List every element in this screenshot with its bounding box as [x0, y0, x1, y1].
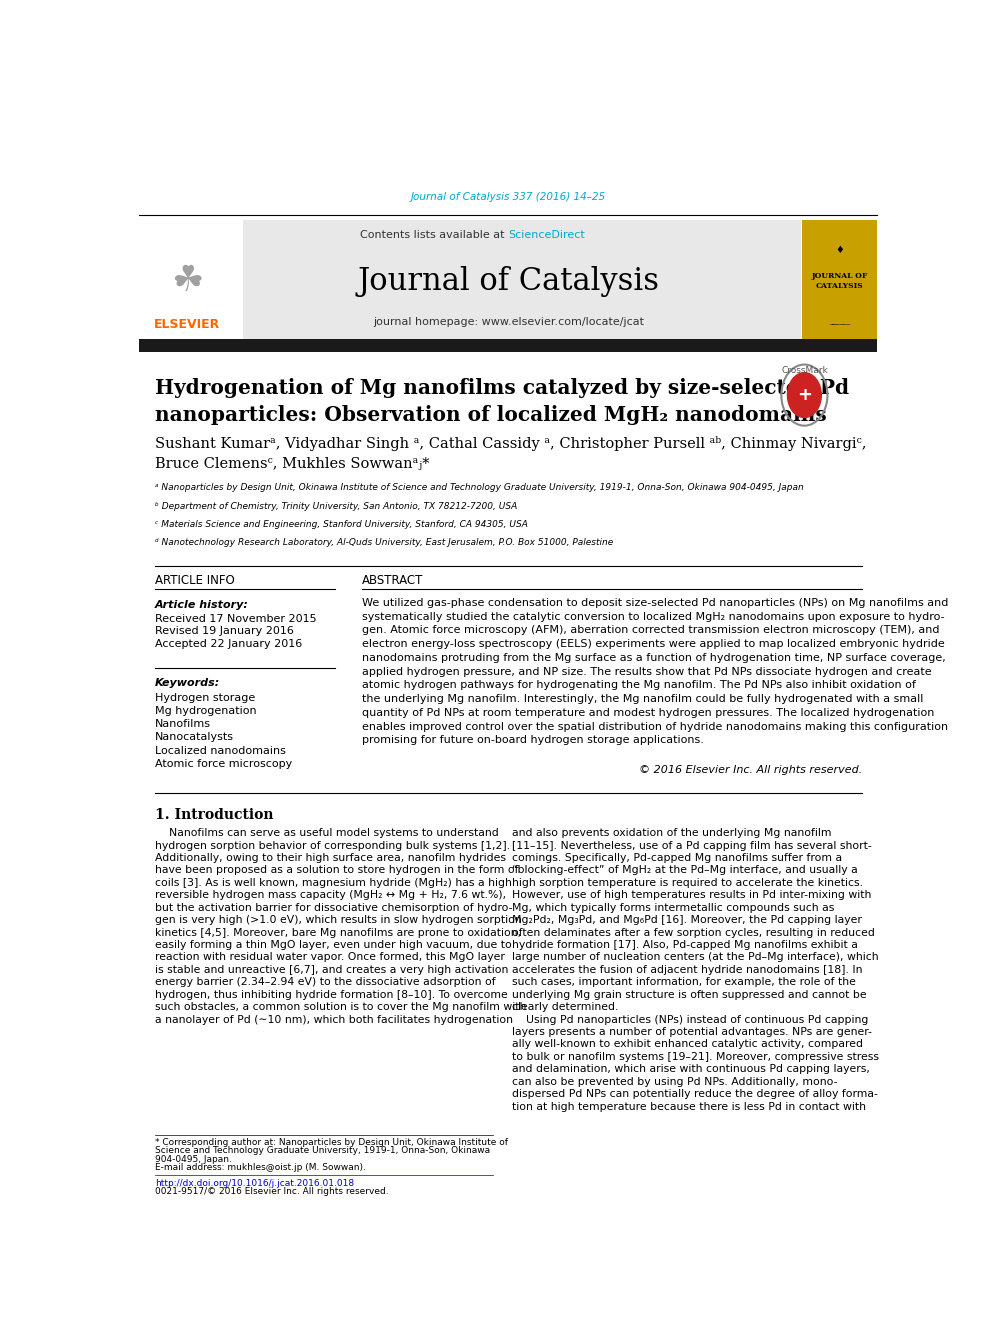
- Text: Using Pd nanoparticles (NPs) instead of continuous Pd capping: Using Pd nanoparticles (NPs) instead of …: [512, 1015, 869, 1024]
- Text: easily forming a thin MgO layer, even under high vacuum, due to: easily forming a thin MgO layer, even un…: [155, 941, 512, 950]
- Text: quantity of Pd NPs at room temperature and modest hydrogen pressures. The locali: quantity of Pd NPs at room temperature a…: [362, 708, 934, 718]
- Text: reaction with residual water vapor. Once formed, this MgO layer: reaction with residual water vapor. Once…: [155, 953, 505, 962]
- Text: such obstacles, a common solution is to cover the Mg nanofilm with: such obstacles, a common solution is to …: [155, 1002, 526, 1012]
- Text: clearly determined.: clearly determined.: [512, 1002, 619, 1012]
- Text: Nanocatalysts: Nanocatalysts: [155, 733, 234, 742]
- Text: journal homepage: www.elsevier.com/locate/jcat: journal homepage: www.elsevier.com/locat…: [373, 316, 644, 327]
- Text: kinetics [4,5]. Moreover, bare Mg nanofilms are prone to oxidation,: kinetics [4,5]. Moreover, bare Mg nanofi…: [155, 927, 521, 938]
- Text: is stable and unreactive [6,7], and creates a very high activation: is stable and unreactive [6,7], and crea…: [155, 964, 508, 975]
- Text: ______: ______: [829, 319, 850, 324]
- Text: ARTICLE INFO: ARTICLE INFO: [155, 574, 234, 587]
- Text: 1. Introduction: 1. Introduction: [155, 808, 273, 822]
- Text: Bruce Clemensᶜ, Mukhles Sowwanᵃⱼ*: Bruce Clemensᶜ, Mukhles Sowwanᵃⱼ*: [155, 458, 430, 471]
- Text: energy barrier (2.34–2.94 eV) to the dissociative adsorption of: energy barrier (2.34–2.94 eV) to the dis…: [155, 978, 495, 987]
- Text: Journal of Catalysis 337 (2016) 14–25: Journal of Catalysis 337 (2016) 14–25: [411, 192, 606, 202]
- Text: atomic hydrogen pathways for hydrogenating the Mg nanofilm. The Pd NPs also inhi: atomic hydrogen pathways for hydrogenati…: [362, 680, 917, 691]
- Text: applied hydrogen pressure, and NP size. The results show that Pd NPs dissociate : applied hydrogen pressure, and NP size. …: [362, 667, 931, 676]
- Text: Revised 19 January 2016: Revised 19 January 2016: [155, 627, 294, 636]
- Text: Hydrogen storage: Hydrogen storage: [155, 693, 255, 703]
- Text: comings. Specifically, Pd-capped Mg nanofilms suffer from a: comings. Specifically, Pd-capped Mg nano…: [512, 853, 842, 863]
- Text: Journal of Catalysis: Journal of Catalysis: [357, 266, 660, 296]
- Text: 904-0495, Japan.: 904-0495, Japan.: [155, 1155, 231, 1164]
- Text: tion at high temperature because there is less Pd in contact with: tion at high temperature because there i…: [512, 1102, 866, 1111]
- Text: electron energy-loss spectroscopy (EELS) experiments were applied to map localiz: electron energy-loss spectroscopy (EELS)…: [362, 639, 945, 650]
- Text: Localized nanodomains: Localized nanodomains: [155, 746, 286, 755]
- Text: underlying Mg grain structure is often suppressed and cannot be: underlying Mg grain structure is often s…: [512, 990, 867, 1000]
- Text: accelerates the fusion of adjacent hydride nanodomains [18]. In: accelerates the fusion of adjacent hydri…: [512, 964, 863, 975]
- Text: enables improved control over the spatial distribution of hydride nanodomains ma: enables improved control over the spatia…: [362, 721, 948, 732]
- Text: Hydrogenation of Mg nanofilms catalyzed by size-selected Pd: Hydrogenation of Mg nanofilms catalyzed …: [155, 378, 849, 398]
- Text: Contents lists available at: Contents lists available at: [360, 230, 509, 241]
- Text: ᵈ Nanotechnology Research Laboratory, Al-Quds University, East Jerusalem, P.O. B: ᵈ Nanotechnology Research Laboratory, Al…: [155, 538, 613, 548]
- Text: 0021-9517/© 2016 Elsevier Inc. All rights reserved.: 0021-9517/© 2016 Elsevier Inc. All right…: [155, 1187, 389, 1196]
- Text: Nanofilms can serve as useful model systems to understand: Nanofilms can serve as useful model syst…: [155, 828, 499, 839]
- Text: hydrogen sorption behavior of corresponding bulk systems [1,2].: hydrogen sorption behavior of correspond…: [155, 840, 510, 851]
- Text: a nanolayer of Pd (∼10 nm), which both facilitates hydrogenation: a nanolayer of Pd (∼10 nm), which both f…: [155, 1015, 513, 1024]
- Text: to bulk or nanofilm systems [19–21]. Moreover, compressive stress: to bulk or nanofilm systems [19–21]. Mor…: [512, 1052, 879, 1062]
- Text: ᵇ Department of Chemistry, Trinity University, San Antonio, TX 78212-7200, USA: ᵇ Department of Chemistry, Trinity Unive…: [155, 501, 517, 511]
- Text: Article history:: Article history:: [155, 599, 249, 610]
- Text: +: +: [797, 386, 811, 404]
- Text: nanoparticles: Observation of localized MgH₂ nanodomains: nanoparticles: Observation of localized …: [155, 405, 826, 426]
- Text: Accepted 22 January 2016: Accepted 22 January 2016: [155, 639, 302, 648]
- FancyBboxPatch shape: [139, 220, 243, 340]
- Text: ♦: ♦: [835, 246, 844, 255]
- Text: often delaminates after a few sorption cycles, resulting in reduced: often delaminates after a few sorption c…: [512, 927, 875, 938]
- Text: dispersed Pd NPs can potentially reduce the degree of alloy forma-: dispersed Pd NPs can potentially reduce …: [512, 1089, 878, 1099]
- Text: ally well-known to exhibit enhanced catalytic activity, compared: ally well-known to exhibit enhanced cata…: [512, 1040, 863, 1049]
- Text: ScienceDirect: ScienceDirect: [509, 230, 585, 241]
- Text: Atomic force microscopy: Atomic force microscopy: [155, 759, 292, 769]
- Text: We utilized gas-phase condensation to deposit size-selected Pd nanoparticles (NP: We utilized gas-phase condensation to de…: [362, 598, 948, 607]
- Text: ᵃ Nanoparticles by Design Unit, Okinawa Institute of Science and Technology Grad: ᵃ Nanoparticles by Design Unit, Okinawa …: [155, 483, 804, 492]
- Text: layers presents a number of potential advantages. NPs are gener-: layers presents a number of potential ad…: [512, 1027, 872, 1037]
- Text: [11–15]. Nevertheless, use of a Pd capping film has several short-: [11–15]. Nevertheless, use of a Pd cappi…: [512, 840, 872, 851]
- Text: gen. Atomic force microscopy (AFM), aberration corrected transmission electron m: gen. Atomic force microscopy (AFM), aber…: [362, 626, 939, 635]
- Text: reversible hydrogen mass capacity (MgH₂ ↔ Mg + H₂, 7.6 wt.%),: reversible hydrogen mass capacity (MgH₂ …: [155, 890, 506, 900]
- Text: Mg₂Pd₂, Mg₃Pd, and Mg₆Pd [16]. Moreover, the Pd capping layer: Mg₂Pd₂, Mg₃Pd, and Mg₆Pd [16]. Moreover,…: [512, 916, 862, 925]
- Text: have been proposed as a solution to store hydrogen in the form of: have been proposed as a solution to stor…: [155, 865, 518, 876]
- Text: promising for future on-board hydrogen storage applications.: promising for future on-board hydrogen s…: [362, 736, 704, 745]
- Text: hydrogen, thus inhibiting hydride formation [8–10]. To overcome: hydrogen, thus inhibiting hydride format…: [155, 990, 508, 1000]
- Text: nanodomains protruding from the Mg surface as a function of hydrogenation time, : nanodomains protruding from the Mg surfa…: [362, 654, 946, 663]
- Text: ☘: ☘: [171, 265, 203, 298]
- Text: E-mail address: mukhles@oist.jp (M. Sowwan).: E-mail address: mukhles@oist.jp (M. Soww…: [155, 1163, 366, 1172]
- Text: Science and Technology Graduate University, 1919-1, Onna-Son, Okinawa: Science and Technology Graduate Universi…: [155, 1147, 490, 1155]
- Text: http://dx.doi.org/10.1016/j.jcat.2016.01.018: http://dx.doi.org/10.1016/j.jcat.2016.01…: [155, 1179, 354, 1188]
- Text: ABSTRACT: ABSTRACT: [362, 574, 424, 587]
- Text: coils [3]. As is well known, magnesium hydride (MgH₂) has a high: coils [3]. As is well known, magnesium h…: [155, 878, 512, 888]
- Text: JOURNAL OF
CATALYSIS: JOURNAL OF CATALYSIS: [811, 273, 868, 290]
- Text: However, use of high temperatures results in Pd inter-mixing with: However, use of high temperatures result…: [512, 890, 872, 900]
- Text: and delamination, which arise with continuous Pd capping layers,: and delamination, which arise with conti…: [512, 1064, 870, 1074]
- Text: Mg hydrogenation: Mg hydrogenation: [155, 706, 256, 716]
- Text: CrossMark: CrossMark: [781, 366, 827, 376]
- Text: Nanofilms: Nanofilms: [155, 720, 210, 729]
- Text: Received 17 November 2015: Received 17 November 2015: [155, 614, 316, 624]
- Text: such cases, important information, for example, the role of the: such cases, important information, for e…: [512, 978, 856, 987]
- Text: large number of nucleation centers (at the Pd–Mg interface), which: large number of nucleation centers (at t…: [512, 953, 879, 962]
- Text: the underlying Mg nanofilm. Interestingly, the Mg nanofilm could be fully hydrog: the underlying Mg nanofilm. Interestingl…: [362, 695, 924, 704]
- Text: Keywords:: Keywords:: [155, 679, 220, 688]
- FancyBboxPatch shape: [803, 220, 878, 340]
- Text: can also be prevented by using Pd NPs. Additionally, mono-: can also be prevented by using Pd NPs. A…: [512, 1077, 837, 1086]
- Text: systematically studied the catalytic conversion to localized MgH₂ nanodomains up: systematically studied the catalytic con…: [362, 611, 945, 622]
- Text: ᶜ Materials Science and Engineering, Stanford University, Stanford, CA 94305, US: ᶜ Materials Science and Engineering, Sta…: [155, 520, 528, 529]
- Text: Mg, which typically forms intermetallic compounds such as: Mg, which typically forms intermetallic …: [512, 902, 834, 913]
- Text: hydride formation [17]. Also, Pd-capped Mg nanofilms exhibit a: hydride formation [17]. Also, Pd-capped …: [512, 941, 858, 950]
- Text: and also prevents oxidation of the underlying Mg nanofilm: and also prevents oxidation of the under…: [512, 828, 831, 839]
- Text: but the activation barrier for dissociative chemisorption of hydro-: but the activation barrier for dissociat…: [155, 902, 512, 913]
- Text: “blocking-effect” of MgH₂ at the Pd–Mg interface, and usually a: “blocking-effect” of MgH₂ at the Pd–Mg i…: [512, 865, 858, 876]
- Text: Additionally, owing to their high surface area, nanofilm hydrides: Additionally, owing to their high surfac…: [155, 853, 506, 863]
- Text: high sorption temperature is required to accelerate the kinetics.: high sorption temperature is required to…: [512, 878, 863, 888]
- FancyBboxPatch shape: [139, 220, 801, 340]
- Text: ELSEVIER: ELSEVIER: [154, 319, 220, 331]
- Text: Sushant Kumarᵃ, Vidyadhar Singh ᵃ, Cathal Cassidy ᵃ, Christopher Pursell ᵃᵇ, Chi: Sushant Kumarᵃ, Vidyadhar Singh ᵃ, Catha…: [155, 437, 866, 451]
- Text: * Corresponding author at: Nanoparticles by Design Unit, Okinawa Institute of: * Corresponding author at: Nanoparticles…: [155, 1138, 508, 1147]
- Circle shape: [788, 373, 821, 418]
- Text: © 2016 Elsevier Inc. All rights reserved.: © 2016 Elsevier Inc. All rights reserved…: [639, 765, 862, 775]
- FancyBboxPatch shape: [139, 339, 878, 352]
- Text: gen is very high (>1.0 eV), which results in slow hydrogen sorption: gen is very high (>1.0 eV), which result…: [155, 916, 522, 925]
